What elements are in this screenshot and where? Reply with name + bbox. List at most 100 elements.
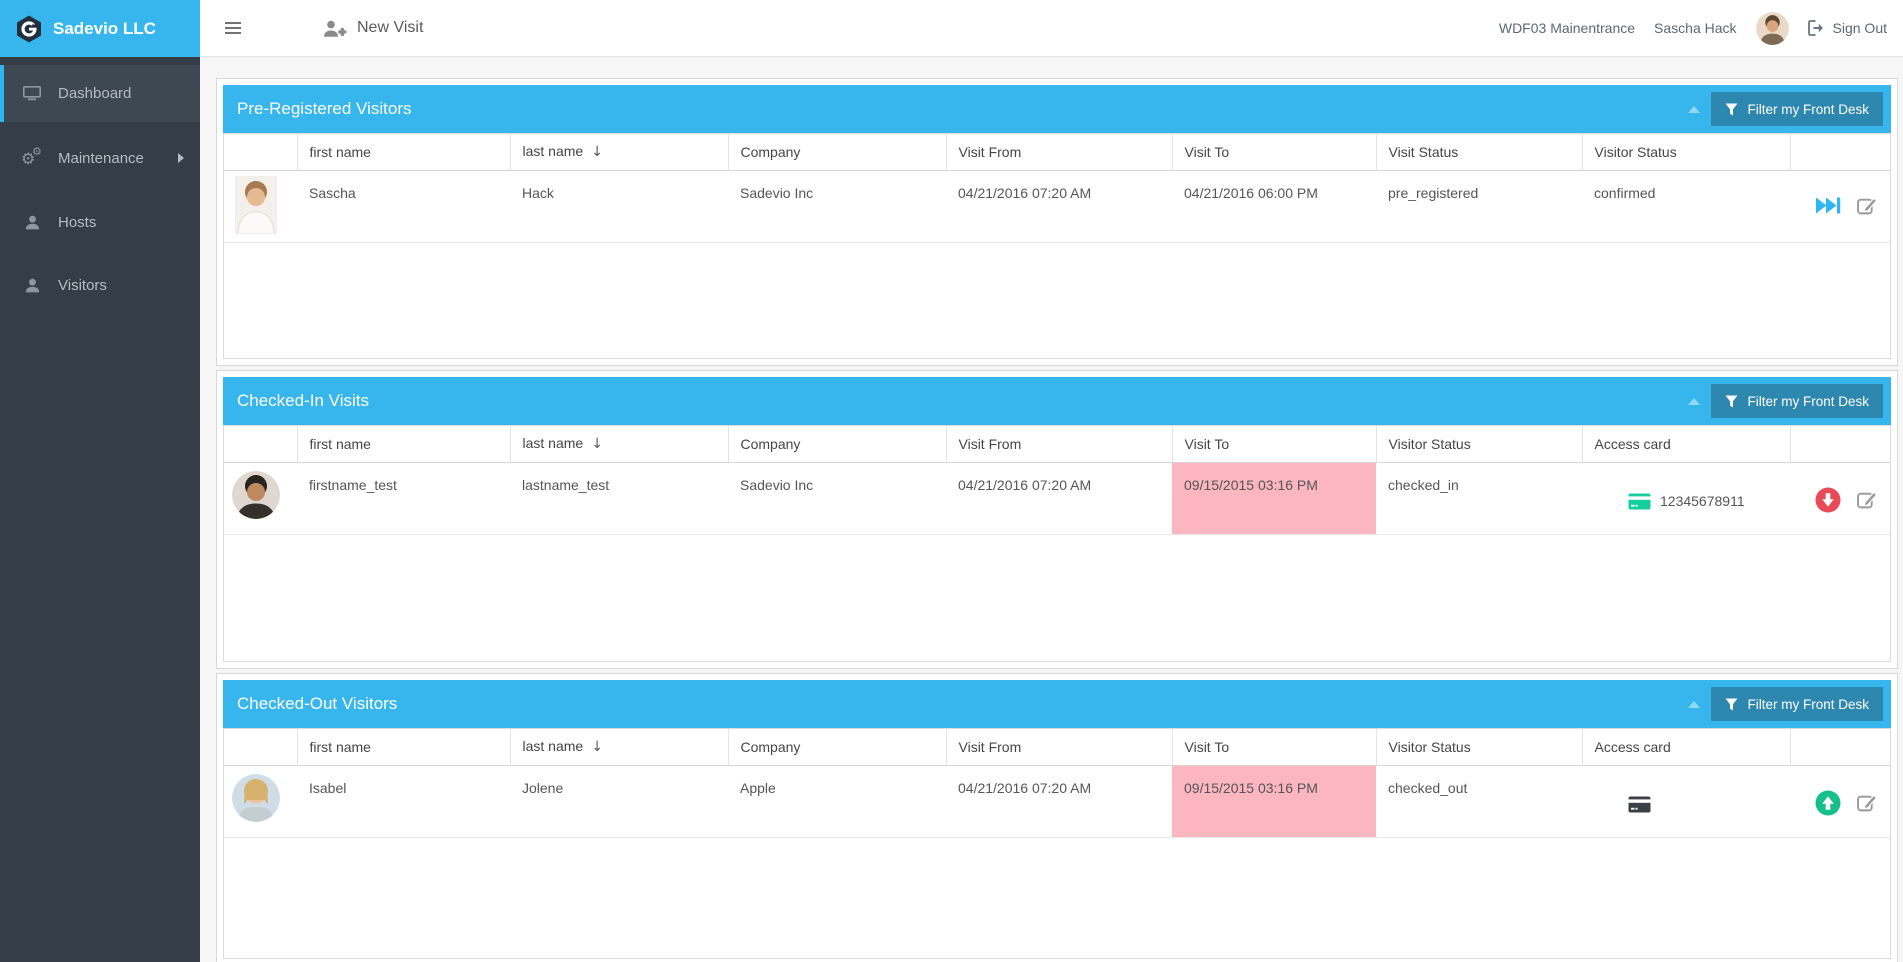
sidebar-item-hosts[interactable]: Hosts xyxy=(0,194,200,251)
cell-first-name: firstname_test xyxy=(297,462,510,535)
cell-first-name: Isabel xyxy=(297,765,510,838)
collapse-caret-icon[interactable] xyxy=(1688,700,1701,708)
col-access-card[interactable]: Access card xyxy=(1582,729,1791,766)
cell-company: Sadevio Inc xyxy=(728,170,946,243)
row-actions xyxy=(1790,462,1890,535)
filter-icon xyxy=(1725,698,1738,710)
col-visit-from[interactable]: Visit From xyxy=(946,134,1173,171)
person-icon xyxy=(21,278,43,293)
sidebar-item-maintenance[interactable]: ⚙ ⚙ Maintenance xyxy=(0,128,200,188)
filter-icon xyxy=(1725,395,1738,407)
panel-pre-registered-visitors: Pre-Registered Visitors Filter my Front … xyxy=(216,78,1898,366)
topbar-right: WDF03 Mainentrance Sascha Hack Sign Out xyxy=(1498,11,1903,45)
row-actions xyxy=(1790,765,1890,838)
user-name[interactable]: Sascha Hack xyxy=(1654,20,1737,36)
collapse-caret-icon[interactable] xyxy=(1688,397,1701,405)
col-visit-to[interactable]: Visit To xyxy=(1172,134,1377,171)
sign-out-icon xyxy=(1807,20,1823,36)
submenu-caret-icon xyxy=(178,153,184,163)
col-actions xyxy=(1790,134,1890,171)
panel-header: Pre-Registered Visitors Filter my Front … xyxy=(223,85,1891,133)
col-visit-to[interactable]: Visit To xyxy=(1172,426,1377,463)
collapse-caret-icon[interactable] xyxy=(1688,105,1701,113)
panel-header: Checked-In Visits Filter my Front Desk xyxy=(223,377,1891,425)
sidebar-item-dashboard[interactable]: Dashboard xyxy=(0,65,200,122)
filter-front-desk-button[interactable]: Filter my Front Desk xyxy=(1711,92,1883,126)
user-avatar[interactable] xyxy=(1755,11,1789,45)
cell-access-card: 12345678911 xyxy=(1582,462,1790,535)
panel-checked-in-visits: Checked-In Visits Filter my Front Desk f… xyxy=(216,370,1898,669)
col-actions xyxy=(1790,426,1890,463)
col-visitor-status[interactable]: Visitor Status xyxy=(1582,134,1791,171)
sort-desc-icon: ↓ xyxy=(591,739,603,756)
visitors-table: first name last name ↓ Company Visit From… xyxy=(223,133,1891,359)
col-visit-from[interactable]: Visit From xyxy=(946,729,1173,766)
cell-visit-from: 04/21/2016 07:20 AM xyxy=(946,462,1172,535)
sidebar-item-visitors[interactable]: Visitors xyxy=(0,257,200,314)
col-last-name[interactable]: last name ↓ xyxy=(510,426,729,463)
col-visit-status[interactable]: Visit Status xyxy=(1376,134,1583,171)
visitors-table: first name last name ↓ Company Visit From… xyxy=(223,728,1891,959)
col-visitor-status[interactable]: Visitor Status xyxy=(1376,426,1583,463)
col-visit-from[interactable]: Visit From xyxy=(946,426,1173,463)
brand-name: Sadevio LLC xyxy=(53,18,156,38)
new-visit-button[interactable]: New Visit xyxy=(323,19,423,37)
cell-company: Sadevio Inc xyxy=(728,462,946,535)
visitor-photo-cell xyxy=(224,170,297,243)
filter-front-desk-button[interactable]: Filter my Front Desk xyxy=(1711,384,1883,418)
cell-last-name: Hack xyxy=(510,170,728,243)
access-card-icon xyxy=(1628,493,1651,509)
col-company[interactable]: Company xyxy=(728,729,947,766)
cell-access-card xyxy=(1582,765,1790,838)
panel-title: Pre-Registered Visitors xyxy=(237,99,412,118)
col-company[interactable]: Company xyxy=(728,134,947,171)
filter-front-desk-button[interactable]: Filter my Front Desk xyxy=(1711,687,1883,721)
check-in-fast-forward-icon[interactable] xyxy=(1815,196,1841,215)
cell-visitor-status: checked_in xyxy=(1376,462,1582,535)
visitor-photo-cell xyxy=(224,765,297,838)
sidebar-item-label: Hosts xyxy=(58,214,97,231)
sidebar-item-label: Visitors xyxy=(58,277,107,294)
col-access-card[interactable]: Access card xyxy=(1582,426,1791,463)
cell-last-name: lastname_test xyxy=(510,462,728,535)
sign-out-button[interactable]: Sign Out xyxy=(1807,20,1887,36)
main-content: Pre-Registered Visitors Filter my Front … xyxy=(200,57,1903,962)
sort-desc-icon: ↓ xyxy=(591,436,603,453)
col-first-name[interactable]: first name xyxy=(297,426,511,463)
front-desk-name[interactable]: WDF03 Mainentrance xyxy=(1498,20,1636,36)
panel-checked-out-visitors: Checked-Out Visitors Filter my Front Des… xyxy=(216,673,1898,962)
cell-visit-to: 04/21/2016 06:00 PM xyxy=(1172,170,1376,243)
col-last-name[interactable]: last name ↓ xyxy=(510,729,729,766)
col-photo xyxy=(224,729,298,766)
col-first-name[interactable]: first name xyxy=(297,729,511,766)
col-first-name[interactable]: first name xyxy=(297,134,511,171)
visitor-photo xyxy=(232,773,280,822)
menu-toggle-icon[interactable] xyxy=(225,19,241,37)
check-in-arrow-icon[interactable] xyxy=(1815,790,1841,816)
access-card-number: 12345678911 xyxy=(1660,493,1745,509)
cell-visitor-status: checked_out xyxy=(1376,765,1582,838)
col-company[interactable]: Company xyxy=(728,426,947,463)
edit-icon[interactable] xyxy=(1857,489,1878,510)
edit-icon[interactable] xyxy=(1857,195,1878,216)
edit-icon[interactable] xyxy=(1857,792,1878,813)
col-last-name[interactable]: last name ↓ xyxy=(510,134,729,171)
visitors-table: first name last name ↓ Company Visit From… xyxy=(223,425,1891,662)
table-row[interactable]: Isabel Jolene Apple 04/21/2016 07:20 AM … xyxy=(224,765,1890,838)
topbar: New Visit WDF03 Mainentrance Sascha Hack xyxy=(200,0,1903,57)
table-row[interactable]: firstname_test lastname_test Sadevio Inc… xyxy=(224,462,1890,535)
filter-button-label: Filter my Front Desk xyxy=(1747,393,1869,409)
visitor-photo-cell xyxy=(224,462,297,535)
col-visitor-status[interactable]: Visitor Status xyxy=(1376,729,1583,766)
check-out-arrow-icon[interactable] xyxy=(1815,487,1841,513)
sidebar-nav: Dashboard ⚙ ⚙ Maintenance Hosts xyxy=(0,57,200,314)
cell-visit-to-overdue: 09/15/2015 03:16 PM xyxy=(1172,462,1376,535)
gears-icon: ⚙ ⚙ xyxy=(21,145,42,168)
sort-desc-icon: ↓ xyxy=(591,144,603,161)
table-row[interactable]: Sascha Hack Sadevio Inc 04/21/2016 07:20… xyxy=(224,170,1890,243)
person-plus-icon xyxy=(324,20,347,37)
panel-title: Checked-In Visits xyxy=(237,391,369,410)
col-visit-to[interactable]: Visit To xyxy=(1172,729,1377,766)
visitor-photo xyxy=(232,470,280,519)
sidebar-item-label: Dashboard xyxy=(58,85,132,102)
